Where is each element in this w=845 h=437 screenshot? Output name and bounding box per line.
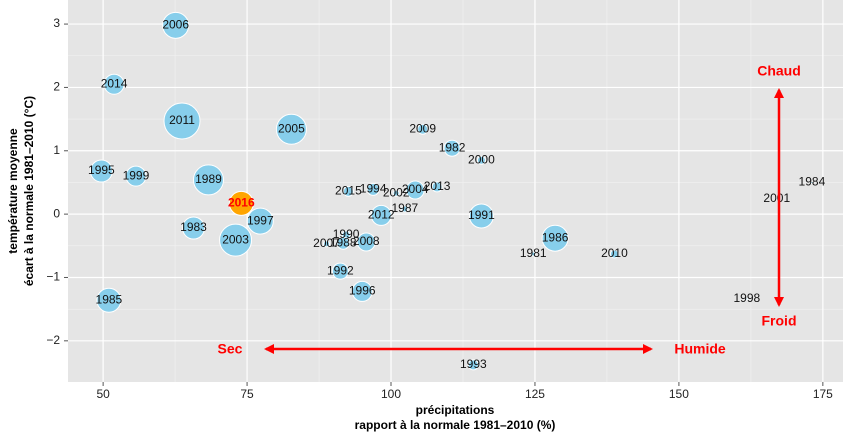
- point-label: 2009: [409, 121, 436, 135]
- bubble: [370, 204, 392, 226]
- x-tick-label: 125: [525, 387, 545, 401]
- point-label: 2012: [368, 208, 395, 222]
- bubble: [468, 203, 494, 229]
- bubble: [192, 164, 224, 196]
- annotation: Humide: [674, 341, 726, 357]
- point-label: 1981: [520, 246, 547, 260]
- point-label: 1988: [330, 235, 357, 249]
- bubble: [323, 240, 331, 248]
- point-label: 1991: [468, 208, 495, 222]
- bubble: [405, 180, 425, 200]
- bubble: [476, 155, 486, 165]
- bubble: [401, 205, 409, 213]
- point-label: 2015: [335, 183, 362, 197]
- point-label: 2011: [169, 113, 195, 127]
- point-label: 2003: [222, 232, 249, 246]
- bubble: [275, 113, 307, 145]
- point-label: 2013: [424, 179, 451, 193]
- point-label: 2001: [763, 191, 790, 205]
- point-label: 1998: [733, 291, 760, 305]
- point-label: 1995: [88, 163, 115, 177]
- point-label: 2004: [402, 182, 429, 196]
- x-tick-label: 150: [669, 387, 689, 401]
- point-label: 1983: [180, 220, 207, 234]
- y-tick-label: −1: [46, 270, 60, 284]
- point-label: 2000: [468, 152, 495, 166]
- y-tick-label: 3: [53, 16, 60, 30]
- bubble: [417, 123, 429, 135]
- point-label: 1996: [349, 284, 376, 298]
- bubble: [810, 180, 814, 184]
- bubble: [366, 182, 380, 196]
- bubble: [96, 287, 122, 313]
- bubble: [182, 216, 206, 240]
- point-label: 1992: [327, 263, 354, 277]
- bubble: [89, 159, 113, 183]
- bubble: [331, 262, 349, 280]
- bubble: [467, 359, 479, 371]
- bubble: [103, 73, 125, 95]
- point-label: 2005: [278, 121, 305, 135]
- bubble: [431, 181, 443, 193]
- y-tick-label: 0: [53, 206, 60, 220]
- bubble: [356, 232, 376, 252]
- point-label: 2007: [313, 236, 340, 250]
- bubble: [541, 224, 569, 252]
- annotation: Sec: [218, 341, 243, 357]
- point-label: 1986: [542, 230, 569, 244]
- point-label: 2010: [601, 246, 628, 260]
- x-tick-label: 75: [240, 387, 254, 401]
- bubble: [609, 249, 619, 259]
- bubble: [219, 223, 253, 257]
- x-tick-label: 50: [96, 387, 110, 401]
- annotation: Chaud: [757, 63, 801, 79]
- point-label: 1982: [439, 140, 466, 154]
- x-axis-label: précipitations: [416, 403, 495, 417]
- bubble: [162, 11, 190, 39]
- bubble: [745, 297, 749, 301]
- x-tick-label: 100: [381, 387, 401, 401]
- y-tick-label: 1: [53, 143, 60, 157]
- point-label: 1984: [799, 175, 826, 189]
- grid: [68, 0, 843, 382]
- bubble: [351, 280, 373, 302]
- point-label: 1987: [391, 201, 418, 215]
- bubble: [336, 236, 350, 250]
- bubble: [342, 185, 354, 197]
- point-label: 2014: [101, 76, 128, 90]
- y-tick-label: −2: [46, 333, 60, 347]
- y-axis-label: écart à la normale 1981–2010 (°C): [22, 96, 36, 286]
- bubble: [392, 189, 400, 197]
- bubble: [125, 165, 147, 187]
- point-label: 2008: [353, 234, 380, 248]
- point-label: 2016: [228, 196, 255, 210]
- plot-background: [68, 0, 843, 382]
- point-label: 1990: [333, 227, 360, 241]
- annotation: Froid: [762, 313, 797, 329]
- point-label: 2006: [162, 18, 189, 32]
- bubble: [163, 102, 201, 140]
- y-tick-label: 2: [53, 80, 60, 94]
- point-label: 1985: [96, 292, 123, 306]
- point-label: 1999: [123, 168, 150, 182]
- bubble: [246, 207, 274, 235]
- x-tick-label: 175: [813, 387, 833, 401]
- point-label: 1993: [460, 357, 487, 371]
- point-label: 1989: [195, 172, 222, 186]
- y-axis-label: température moyenne: [6, 128, 20, 254]
- point-label: 2002: [383, 185, 410, 199]
- point-label: 1997: [247, 213, 274, 227]
- x-axis-label: rapport à la normale 1981–2010 (%): [355, 418, 556, 432]
- point-label: 1994: [360, 182, 387, 196]
- bubble: [228, 190, 254, 216]
- bubble: [530, 251, 536, 257]
- bubble: [443, 139, 461, 157]
